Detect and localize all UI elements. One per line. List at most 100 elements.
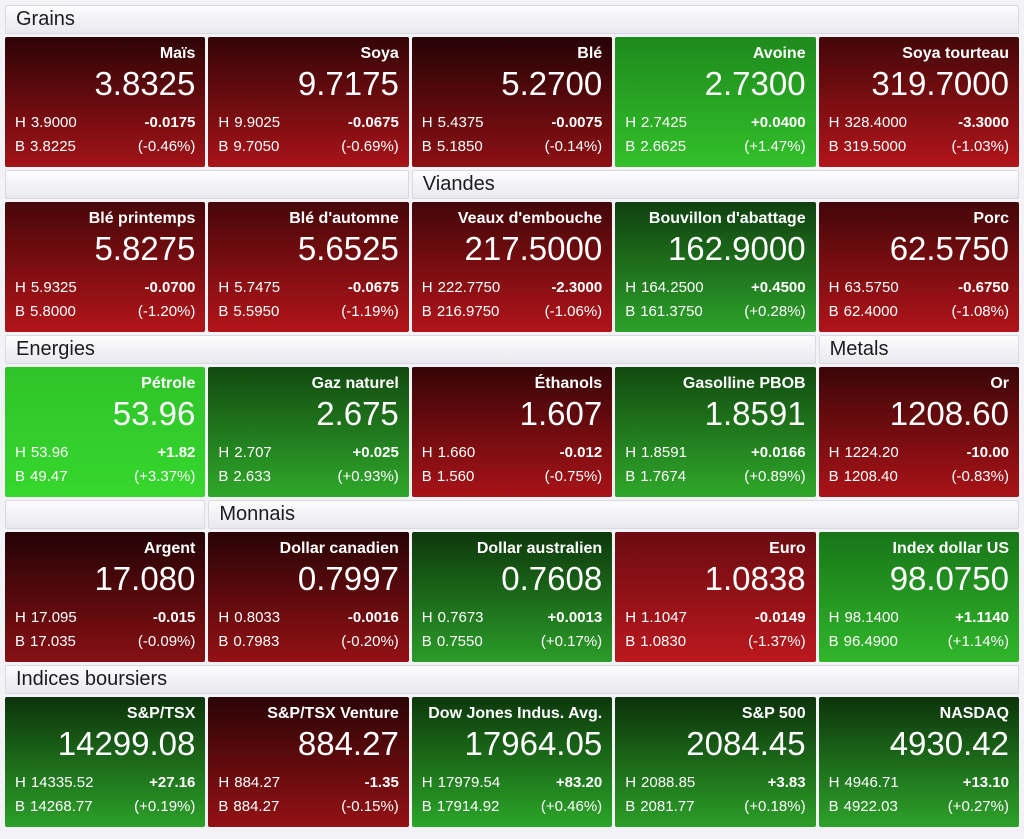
low-value: 1.560 [436,468,475,485]
quote-tile[interactable]: Éthanols 1.607 H 1.660 -0.012 B 1.560 (-0.… [411,367,613,497]
low-percent-row: B 0.7983 (-0.20%) [218,630,398,654]
last-price: 2.675 [316,395,399,432]
low-percent-row: B 96.4900 (+1.14%) [829,630,1009,654]
low-percent-row: B 1.560 (-0.75%) [422,465,602,489]
last-price: 0.7608 [501,560,603,597]
low-percent-row: B 9.7050 (-0.69%) [218,135,398,159]
quote-tile[interactable]: Veaux d'embouche 217.5000 H 222.7750 -2.3… [411,202,613,332]
quote-tile[interactable]: Euro 1.0838 H 1.1047 -0.0149 B 1.0830 (-1.… [615,532,816,662]
quote-tile[interactable]: Pétrole 53.96 H 53.96 +1.82 B 49.47 (+3.37… [5,367,206,497]
section-header [5,170,409,199]
quote-tile[interactable]: Argent 17.080 H 17.095 -0.015 B 17.035 (-0… [5,532,206,662]
high-group: H 14335.52 [15,771,93,795]
instrument-name: Veaux d'embouche [457,210,603,227]
quote-tile[interactable]: Or 1208.60 H 1224.20 -10.00 B 1208.40 (-0.… [818,367,1019,497]
high-value: 17.095 [30,609,77,626]
instrument-name: Dollar australien [476,540,603,557]
tile-spacer [829,268,1009,276]
quote-tile[interactable]: S&P 500 2084.45 H 2088.85 +3.83 B 2081.77 … [615,697,816,827]
high-group: H 164.2500 [625,276,703,300]
last-price: 1208.60 [889,395,1009,432]
high-prefix: H [15,279,26,296]
tile-spacer [15,268,195,276]
low-percent-row: B 1208.40 (-0.83%) [829,465,1009,489]
quote-tile[interactable]: Bouvillon d'abattage 162.9000 H 164.2500 … [615,202,816,332]
section-title: Viandes [422,173,495,195]
quote-tile[interactable]: Index dollar US 98.0750 H 98.1400 +1.1140… [818,532,1019,662]
last-price: 1.607 [519,395,603,432]
low-value: 2.633 [233,468,271,485]
high-value: 53.96 [30,444,69,461]
instrument-name: Gaz naturel [311,375,399,392]
last-price: 5.8275 [94,230,196,267]
tile-spacer [829,763,1009,771]
last-price: 2.7300 [704,65,806,102]
quote-tile[interactable]: Blé printemps 5.8275 H 5.9325 -0.0700 B 5.… [5,202,206,332]
high-change-row: H 1.8591 +0.0166 [625,441,805,465]
high-change-row: H 98.1400 +1.1140 [829,606,1009,630]
last-price: 98.0750 [889,560,1009,597]
quote-tile[interactable]: NASDAQ 4930.42 H 4946.71 +13.10 B 4922.03 … [818,697,1019,827]
quote-tile[interactable]: Soya 9.7175 H 9.9025 -0.0675 B 9.7050 (-0.… [208,37,409,167]
last-price: 17964.05 [464,725,603,762]
high-value: 164.2500 [641,279,704,296]
quote-tile[interactable]: S&P/TSX 14299.08 H 14335.52 +27.16 B 14268… [5,697,206,827]
low-percent-row: B 1.0830 (-1.37%) [625,630,805,654]
low-percent-row: B 17.035 (-0.09%) [15,630,195,654]
low-group: B 4922.03 [829,795,898,819]
change-value: +3.83 [767,774,806,791]
high-change-row: H 0.7673 +0.0013 [422,606,602,630]
high-change-row: H 4946.71 +13.10 [829,771,1009,795]
quote-tile[interactable]: Dollar canadien 0.7997 H 0.8033 -0.0016 B… [208,532,409,662]
quote-tile[interactable]: Dow Jones Indus. Avg. 17964.05 H 17979.54… [411,697,613,827]
instrument-name: Avoine [752,45,806,62]
change-value: -10.00 [966,444,1009,461]
low-value: 319.5000 [843,138,907,155]
quote-tile[interactable]: Blé d'automne 5.6525 H 5.7475 -0.0675 B 5.… [208,202,409,332]
quote-tile[interactable]: Porc 62.5750 H 63.5750 -0.6750 B 62.4000 (… [818,202,1019,332]
quote-tile[interactable]: Blé 5.2700 H 5.4375 -0.0075 B 5.1850 (-0.1… [411,37,613,167]
low-value: 1.0830 [640,633,687,650]
low-group: B 161.3750 [625,300,703,324]
high-change-row: H 5.4375 -0.0075 [422,111,602,135]
tile-spacer [625,103,805,111]
tile-spacer [625,598,805,606]
change-percent: (+0.27%) [947,798,1009,815]
quote-tile[interactable]: S&P/TSX Venture 884.27 H 884.27 -1.35 B 88… [208,697,409,827]
change-value: -1.35 [364,774,399,791]
tile-spacer [422,598,602,606]
high-prefix: H [625,114,637,131]
low-percent-row: B 2.6625 (+1.47%) [625,135,805,159]
low-percent-row: B 2081.77 (+0.18%) [625,795,805,819]
low-prefix: B [421,303,432,320]
low-group: B 884.27 [218,795,279,819]
low-prefix: B [218,303,229,320]
low-prefix: B [218,138,229,155]
high-group: H 63.5750 [829,276,899,300]
quote-tile[interactable]: Gaz naturel 2.675 H 2.707 +0.025 B 2.633 (… [208,367,409,497]
high-group: H 1224.20 [829,441,899,465]
change-value: -0.0016 [347,609,399,626]
high-group: H 328.4000 [829,111,907,135]
high-prefix: H [218,114,230,131]
low-group: B 9.7050 [218,135,279,159]
high-change-row: H 5.7475 -0.0675 [218,276,398,300]
low-value: 1.7674 [640,468,687,485]
high-value: 14335.52 [30,774,94,791]
change-value: -0.0075 [551,114,603,131]
change-value: -0.0700 [144,279,196,296]
low-value: 49.47 [30,468,68,485]
change-value: -0.6750 [958,279,1009,296]
instrument-name: S&P/TSX Venture [267,705,399,722]
low-group: B 1.7674 [625,465,686,489]
change-percent: (-0.14%) [544,138,603,155]
low-percent-row: B 319.5000 (-1.03%) [829,135,1009,159]
quote-tile[interactable]: Soya tourteau 319.7000 H 328.4000 -3.3000… [818,37,1019,167]
quote-tile[interactable]: Avoine 2.7300 H 2.7425 +0.0400 B 2.6625 (+… [615,37,816,167]
low-value: 62.4000 [843,303,898,320]
quote-tile[interactable]: Maïs 3.8325 H 3.9000 -0.0175 B 3.8225 (-0.… [5,37,206,167]
quote-tile[interactable]: Dollar australien 0.7608 H 0.7673 +0.0013… [411,532,613,662]
change-value: -0.015 [152,609,196,626]
high-prefix: H [218,774,230,791]
